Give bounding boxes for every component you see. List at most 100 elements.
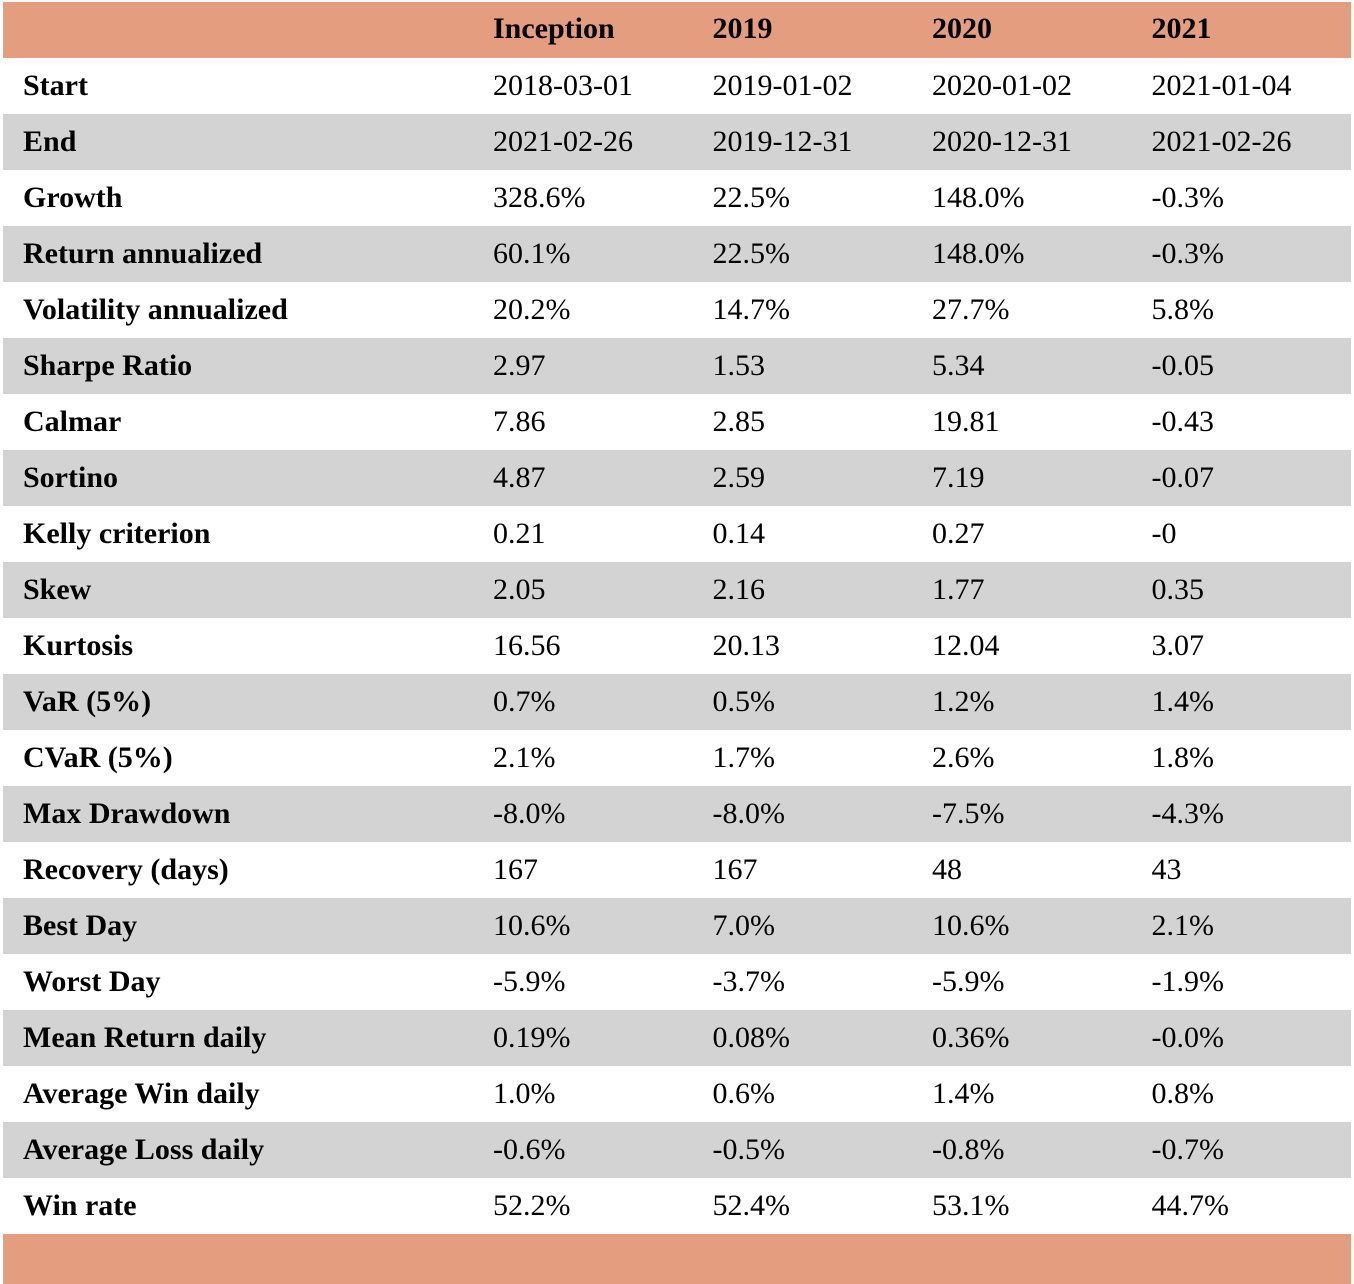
row-label: Average Win daily	[23, 1077, 260, 1110]
row-label: Sharpe Ratio	[23, 349, 193, 382]
row-label: Worst Day	[23, 965, 161, 998]
value-cell: -1.9%	[1151, 965, 1224, 998]
value-cell: 1.4%	[1151, 685, 1215, 718]
table-row: Sortino 4.87 2.59 7.19 -0.07	[3, 450, 1351, 506]
value-cell: -8.0%	[712, 797, 785, 830]
value-cell: 5.8%	[1151, 293, 1215, 326]
value-cell: -0.6%	[493, 1133, 566, 1166]
row-label: End	[23, 125, 77, 158]
header-cell-2020: 2020	[932, 12, 992, 45]
value-cell: 52.4%	[712, 1189, 791, 1222]
table-row: Best Day 10.6% 7.0% 10.6% 2.1%	[3, 898, 1351, 954]
table-row: Recovery (days) 167 167 48 43	[3, 842, 1351, 898]
value-cell: 0.5%	[712, 685, 776, 718]
value-cell: 2020-12-31	[932, 125, 1072, 158]
table-row: Mean Return daily 0.19% 0.08% 0.36% -0.0%	[3, 1010, 1351, 1066]
row-label: Win rate	[23, 1189, 137, 1222]
footer-band	[3, 1234, 1351, 1284]
value-cell: 2018-03-01	[493, 69, 633, 102]
value-cell: 2019-01-02	[712, 69, 853, 102]
value-cell: 1.2%	[932, 685, 995, 718]
value-cell: -5.9%	[493, 965, 566, 998]
value-cell: 0.21	[493, 517, 546, 550]
row-label: CVaR (5%)	[23, 741, 173, 774]
value-cell: 2020-01-02	[932, 69, 1072, 102]
value-cell: -8.0%	[493, 797, 566, 830]
value-cell: -3.7%	[712, 965, 785, 998]
value-cell: 2.97	[493, 349, 546, 382]
value-cell: 2021-01-04	[1151, 69, 1292, 102]
value-cell: 1.53	[712, 349, 766, 382]
row-label: Average Loss daily	[23, 1133, 265, 1166]
value-cell: 14.7%	[712, 293, 791, 326]
value-cell: 48	[932, 853, 962, 886]
value-cell: 0.35	[1151, 573, 1205, 606]
value-cell: 0.6%	[712, 1077, 776, 1110]
value-cell: 148.0%	[932, 181, 1025, 214]
value-cell: 53.1%	[932, 1189, 1010, 1222]
table-row: End 2021-02-26 2019-12-31 2020-12-31 2021-02…	[3, 114, 1351, 170]
value-cell: -0	[1151, 517, 1177, 550]
table-row: Average Win daily 1.0% 0.6% 1.4% 0.8%	[3, 1066, 1351, 1122]
value-cell: 0.7%	[493, 685, 556, 718]
header-row: Inception 2019 2020 2021	[3, 2, 1351, 58]
row-label: Growth	[23, 181, 123, 214]
value-cell: 16.56	[493, 629, 561, 662]
value-cell: 7.0%	[712, 909, 776, 942]
value-cell: -4.3%	[1151, 797, 1224, 830]
table-row: Start 2018-03-01 2019-01-02 2020-01-02 2021-…	[3, 58, 1351, 114]
row-label: Kurtosis	[23, 629, 134, 662]
value-cell: -0.3%	[1151, 181, 1224, 214]
value-cell: -5.9%	[932, 965, 1005, 998]
table-row: CVaR (5%) 2.1% 1.7% 2.6% 1.8%	[3, 730, 1351, 786]
row-label: Recovery (days)	[23, 853, 229, 886]
value-cell: 2.16	[712, 573, 766, 606]
row-label: Return annualized	[23, 237, 263, 270]
value-cell: 0.27	[932, 517, 985, 550]
value-cell: 2019-12-31	[712, 125, 853, 158]
value-cell: 20.13	[712, 629, 781, 662]
value-cell: 328.6%	[493, 181, 586, 214]
value-cell: -7.5%	[932, 797, 1005, 830]
header-cell-empty	[3, 2, 473, 58]
value-cell: 60.1%	[493, 237, 571, 270]
value-cell: 0.14	[712, 517, 766, 550]
value-cell: -0.7%	[1151, 1133, 1224, 1166]
value-cell: 7.86	[493, 405, 546, 438]
value-cell: 19.81	[932, 405, 1000, 438]
header-cell-2021: 2021	[1151, 12, 1212, 45]
value-cell: 2.05	[493, 573, 546, 606]
row-label: VaR (5%)	[23, 685, 152, 718]
row-label: Sortino	[23, 461, 119, 494]
value-cell: 4.87	[493, 461, 546, 494]
value-cell: 2021-02-26	[1151, 125, 1292, 158]
value-cell: 1.4%	[932, 1077, 995, 1110]
value-cell: 44.7%	[1151, 1189, 1230, 1222]
table-header: Inception 2019 2020 2021	[3, 2, 1351, 58]
value-cell: 52.2%	[493, 1189, 571, 1222]
value-cell: 2.6%	[932, 741, 995, 774]
row-label: Volatility annualized	[23, 293, 288, 326]
row-label: Mean Return daily	[23, 1021, 267, 1054]
table-row: Skew 2.05 2.16 1.77 0.35	[3, 562, 1351, 618]
value-cell: 0.08%	[712, 1021, 791, 1054]
table-row: VaR (5%) 0.7% 0.5% 1.2% 1.4%	[3, 674, 1351, 730]
value-cell: -0.43	[1151, 405, 1215, 438]
value-cell: 12.04	[932, 629, 1000, 662]
row-label: Kelly criterion	[23, 517, 211, 550]
value-cell: -0.8%	[932, 1133, 1005, 1166]
value-cell: 1.8%	[1151, 741, 1215, 774]
value-cell: 2.59	[712, 461, 766, 494]
table-row: Calmar 7.86 2.85 19.81 -0.43	[3, 394, 1351, 450]
header-cell-2019: 2019	[712, 12, 773, 45]
performance-stats-table: Inception 2019 2020 2021 Start 2018-03-01…	[3, 2, 1351, 1234]
value-cell: -0.3%	[1151, 237, 1224, 270]
value-cell: 1.0%	[493, 1077, 556, 1110]
table-row: Kelly criterion 0.21 0.14 0.27 -0	[3, 506, 1351, 562]
value-cell: 7.19	[932, 461, 985, 494]
table-row: Win rate 52.2% 52.4% 53.1% 44.7%	[3, 1178, 1351, 1234]
row-label: Max Drawdown	[23, 797, 231, 830]
table-row: Max Drawdown -8.0% -8.0% -7.5% -4.3%	[3, 786, 1351, 842]
value-cell: 43	[1151, 853, 1182, 886]
value-cell: 22.5%	[712, 237, 791, 270]
